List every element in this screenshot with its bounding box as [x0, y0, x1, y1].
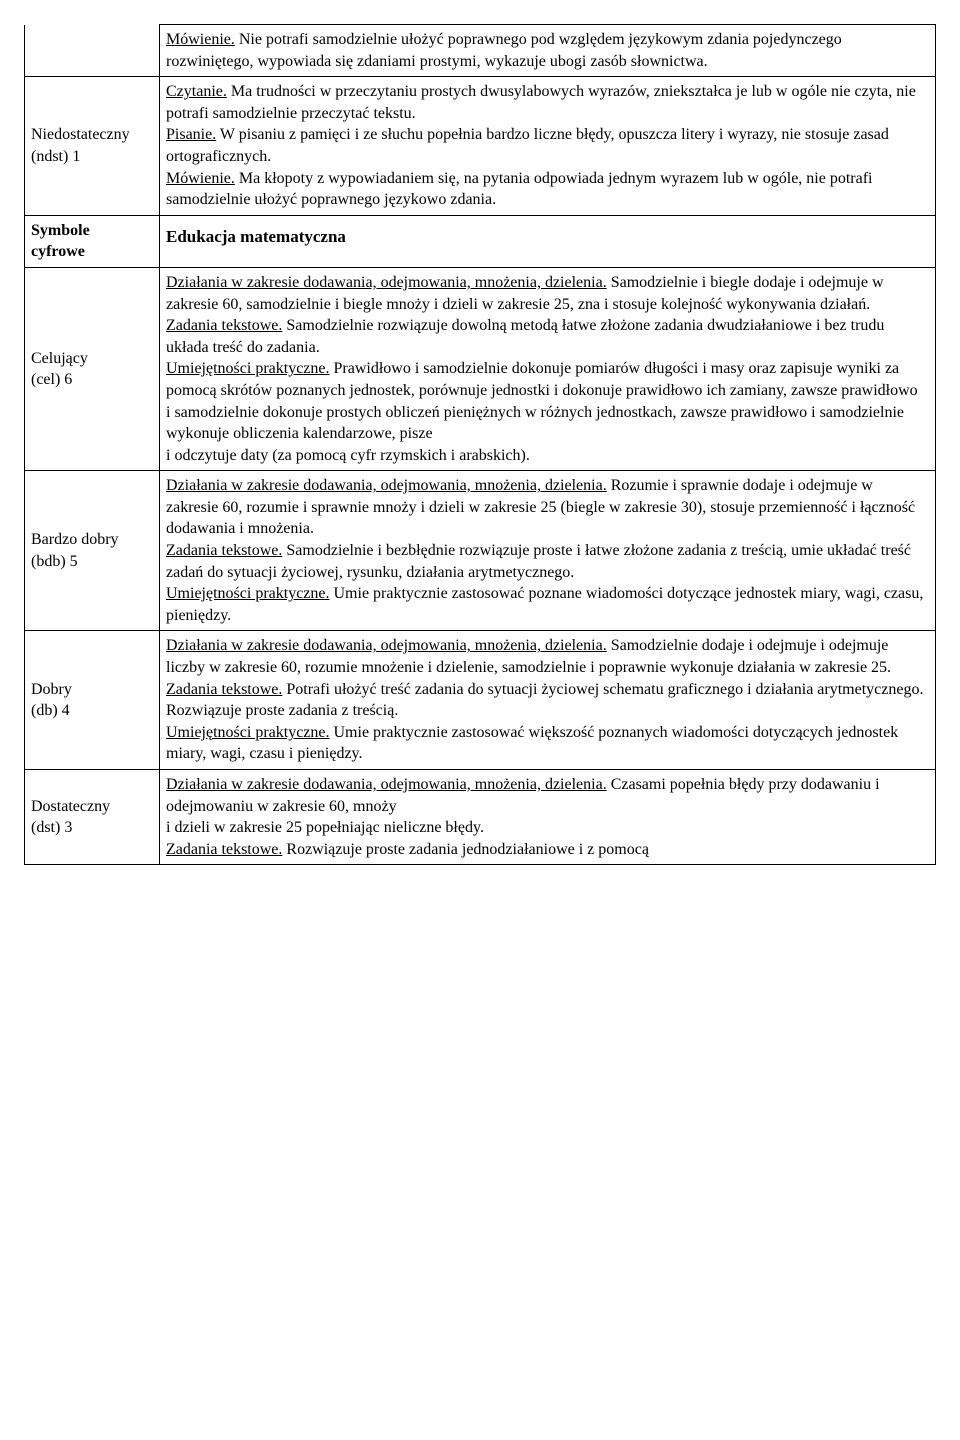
grade-line: Dobry: [31, 681, 72, 698]
text-segment: Ma trudności w przeczytaniu prostych dwu…: [166, 83, 916, 122]
description-cell: Działania w zakresie dodawania, odejmowa…: [160, 471, 936, 631]
grade-cell: Dostateczny (dst) 3: [25, 770, 160, 865]
text-segment: Zadania tekstowe.: [166, 841, 282, 858]
table-row: Dostateczny (dst) 3 Działania w zakresie d…: [25, 770, 936, 865]
text-segment: Edukacja matematyczna: [166, 227, 346, 246]
grade-cell: Bardzo dobry (bdb) 5: [25, 471, 160, 631]
text-segment: i dzieli w zakresie 25 popełniając nieli…: [166, 819, 484, 836]
grade-line: (bdb) 5: [31, 553, 78, 570]
text-segment: Działania w zakresie dodawania, odejmowa…: [166, 776, 607, 793]
grade-line: (ndst) 1: [31, 148, 80, 165]
grade-cell: [25, 25, 160, 77]
grade-line: (dst) 3: [31, 819, 72, 836]
grade-line: (db) 4: [31, 702, 70, 719]
text-segment: Działania w zakresie dodawania, odejmowa…: [166, 274, 607, 291]
assessment-table: Mówienie. Nie potrafi samodzielnie ułoży…: [24, 24, 936, 865]
description-cell: Działania w zakresie dodawania, odejmowa…: [160, 770, 936, 865]
text-segment: Nie potrafi samodzielnie ułożyć poprawne…: [166, 31, 842, 70]
text-segment: Umiejętności praktyczne.: [166, 585, 330, 602]
grade-line: Celujący: [31, 350, 88, 367]
text-segment: Mówienie.: [166, 170, 235, 187]
description-cell: Działania w zakresie dodawania, odejmowa…: [160, 267, 936, 470]
grade-cell: Celujący (cel) 6: [25, 267, 160, 470]
text-segment: i samodzielnie dokonuje prostych oblicze…: [166, 404, 904, 443]
text-segment: Umiejętności praktyczne.: [166, 724, 330, 741]
text-segment: Zadania tekstowe.: [166, 681, 282, 698]
text-segment: Umiejętności praktyczne.: [166, 360, 330, 377]
table-row: Celujący (cel) 6 Działania w zakresie doda…: [25, 267, 936, 470]
grade-cell: Dobry (db) 4: [25, 631, 160, 770]
table-row: Dobry (db) 4 Działania w zakresie dodawani…: [25, 631, 936, 770]
grade-line: cyfrowe: [31, 243, 85, 260]
text-segment: Zadania tekstowe.: [166, 317, 282, 334]
text-segment: Czytanie.: [166, 83, 227, 100]
grade-line: Dostateczny: [31, 798, 110, 815]
table-row: Bardzo dobry (bdb) 5 Działania w zakresie …: [25, 471, 936, 631]
description-cell: Mówienie. Nie potrafi samodzielnie ułoży…: [160, 25, 936, 77]
text-segment: Rozwiązuje proste zadania jednodziałanio…: [282, 841, 649, 858]
table-row: Symbole cyfrowe Edukacja matematyczna: [25, 215, 936, 267]
grade-line: (cel) 6: [31, 371, 72, 388]
description-cell: Działania w zakresie dodawania, odejmowa…: [160, 631, 936, 770]
text-segment: Pisanie.: [166, 126, 216, 143]
grade-line: Symbole: [31, 222, 90, 239]
text-segment: i odczytuje daty (za pomocą cyfr rzymski…: [166, 447, 530, 464]
description-cell: Edukacja matematyczna: [160, 215, 936, 267]
description-cell: Czytanie. Ma trudności w przeczytaniu pr…: [160, 77, 936, 216]
grade-cell: Symbole cyfrowe: [25, 215, 160, 267]
text-segment: Działania w zakresie dodawania, odejmowa…: [166, 477, 607, 494]
grade-line: Bardzo dobry: [31, 531, 119, 548]
table-row: Mówienie. Nie potrafi samodzielnie ułoży…: [25, 25, 936, 77]
text-segment: Ma kłopoty z wypowiadaniem się, na pytan…: [166, 170, 872, 209]
text-segment: Działania w zakresie dodawania, odejmowa…: [166, 637, 607, 654]
table-row: Niedostateczny (ndst) 1 Czytanie. Ma trudn…: [25, 77, 936, 216]
text-segment: Mówienie.: [166, 31, 235, 48]
text-segment: Zadania tekstowe.: [166, 542, 282, 559]
grade-line: Niedostateczny: [31, 126, 130, 143]
grade-cell: Niedostateczny (ndst) 1: [25, 77, 160, 216]
text-segment: W pisaniu z pamięci i ze słuchu popełnia…: [166, 126, 889, 165]
